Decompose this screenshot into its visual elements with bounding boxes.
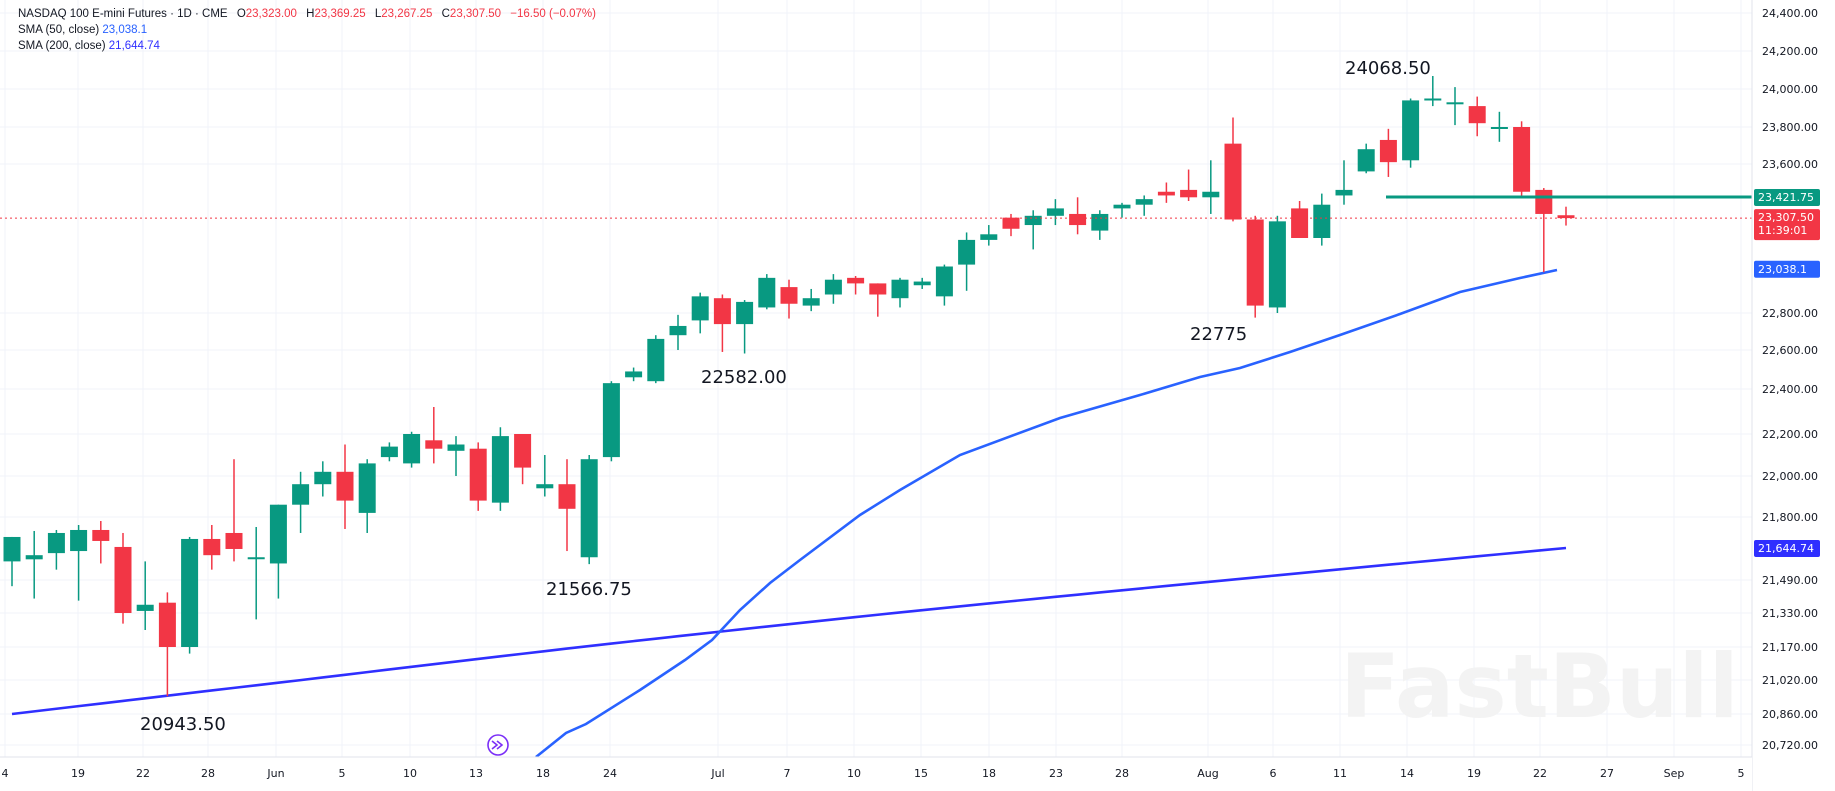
svg-text:4: 4 bbox=[2, 767, 9, 780]
grid-lines bbox=[0, 0, 1752, 757]
sma200-price-tag: 21,644.74 bbox=[1754, 540, 1820, 557]
annotation-high: 24068.50 bbox=[1345, 58, 1431, 79]
svg-text:5: 5 bbox=[339, 767, 346, 780]
svg-text:15: 15 bbox=[914, 767, 928, 780]
svg-text:19: 19 bbox=[71, 767, 85, 780]
sma50-legend[interactable]: SMA (50, close) 23,038.1 bbox=[18, 24, 148, 36]
svg-text:11: 11 bbox=[1333, 767, 1347, 780]
close-value: 23,307.50 bbox=[449, 8, 502, 20]
chart-legend: NASDAQ 100 E-mini Futures · 1D · CME O23… bbox=[18, 6, 596, 54]
svg-text:23: 23 bbox=[1049, 767, 1063, 780]
sma200-legend[interactable]: SMA (200, close) 21,644.74 bbox=[18, 40, 160, 52]
svg-text:Jun: Jun bbox=[266, 767, 284, 780]
low-value: 23,267.25 bbox=[381, 8, 433, 20]
svg-text:27: 27 bbox=[1600, 767, 1614, 780]
svg-text:22,200.00: 22,200.00 bbox=[1762, 428, 1818, 441]
svg-text:22,400.00: 22,400.00 bbox=[1762, 383, 1818, 396]
svg-text:21,330.00: 21,330.00 bbox=[1762, 607, 1818, 620]
fastbull-watermark: FastBull bbox=[1340, 635, 1739, 738]
svg-text:21,644.74: 21,644.74 bbox=[1758, 542, 1814, 555]
svg-text:18: 18 bbox=[536, 767, 550, 780]
symbol-row: NASDAQ 100 E-mini Futures · 1D · CME O23… bbox=[18, 8, 596, 20]
symbol-title[interactable]: NASDAQ 100 E-mini Futures · 1D · CME bbox=[18, 8, 228, 20]
change-value: −16.50 (−0.07%) bbox=[510, 8, 596, 20]
svg-text:23,038.1: 23,038.1 bbox=[1758, 263, 1807, 276]
svg-text:24,200.00: 24,200.00 bbox=[1762, 45, 1818, 58]
svg-text:21,800.00: 21,800.00 bbox=[1762, 511, 1818, 524]
svg-text:28: 28 bbox=[1115, 767, 1129, 780]
svg-text:10: 10 bbox=[403, 767, 417, 780]
svg-text:22,600.00: 22,600.00 bbox=[1762, 344, 1818, 357]
svg-text:22,000.00: 22,000.00 bbox=[1762, 470, 1818, 483]
annotation-low: 22775 bbox=[1190, 324, 1247, 345]
candlestick-series bbox=[3, 75, 1575, 697]
svg-text:19: 19 bbox=[1467, 767, 1481, 780]
svg-text:5: 5 bbox=[1738, 767, 1745, 780]
svg-text:24: 24 bbox=[603, 767, 617, 780]
svg-text:22,800.00: 22,800.00 bbox=[1762, 307, 1818, 320]
high-value: 23,369.25 bbox=[314, 8, 366, 20]
svg-text:23,600.00: 23,600.00 bbox=[1762, 158, 1818, 171]
svg-text:28: 28 bbox=[201, 767, 215, 780]
svg-text:6: 6 bbox=[1270, 767, 1277, 780]
svg-text:7: 7 bbox=[784, 767, 791, 780]
svg-text:24,400.00: 24,400.00 bbox=[1762, 7, 1818, 20]
resistance-price-tag: 23,421.75 bbox=[1754, 188, 1820, 206]
svg-text:Aug: Aug bbox=[1197, 767, 1218, 780]
sma50-value: 23,038.1 bbox=[102, 24, 148, 36]
price-axis-labels: 24,400.00 24,200.00 24,000.00 23,800.00 23,6… bbox=[1762, 7, 1818, 752]
svg-text:10: 10 bbox=[847, 767, 861, 780]
event-arrow-icon[interactable] bbox=[487, 734, 509, 756]
annotation-low: 21566.75 bbox=[546, 579, 632, 600]
annotation-low: 20943.50 bbox=[140, 714, 226, 735]
sma200-line bbox=[11, 546, 1567, 716]
svg-text:22: 22 bbox=[1533, 767, 1547, 780]
svg-text:20,860.00: 20,860.00 bbox=[1762, 708, 1818, 721]
svg-text:13: 13 bbox=[469, 767, 483, 780]
sma200-value: 21,644.74 bbox=[108, 40, 160, 52]
svg-text:Jul: Jul bbox=[710, 767, 724, 780]
svg-text:Sep: Sep bbox=[1664, 767, 1685, 780]
svg-text:18: 18 bbox=[982, 767, 996, 780]
sma50-line bbox=[535, 268, 1558, 759]
svg-text:14: 14 bbox=[1400, 767, 1414, 780]
svg-text:23,800.00: 23,800.00 bbox=[1762, 121, 1818, 134]
svg-text:20,720.00: 20,720.00 bbox=[1762, 739, 1818, 752]
svg-text:11:39:01: 11:39:01 bbox=[1758, 224, 1807, 237]
price-axis[interactable] bbox=[1752, 0, 1835, 791]
svg-text:22: 22 bbox=[136, 767, 150, 780]
svg-text:23,421.75: 23,421.75 bbox=[1758, 191, 1814, 204]
time-axis[interactable] bbox=[0, 757, 1752, 791]
svg-text:21,170.00: 21,170.00 bbox=[1762, 641, 1818, 654]
svg-text:21,490.00: 21,490.00 bbox=[1762, 574, 1818, 587]
time-axis-labels: 4 19 22 28 Jun 5 10 13 18 24 Jul 7 10 15 18 23 28 Aug 6 11 1… bbox=[2, 767, 1745, 780]
price-annotations: 20943.50 21566.75 22582.00 22775 24068.50 bbox=[140, 58, 1431, 735]
svg-text:23,307.50: 23,307.50 bbox=[1758, 211, 1814, 224]
svg-text:21,020.00: 21,020.00 bbox=[1762, 674, 1818, 687]
svg-text:24,000.00: 24,000.00 bbox=[1762, 83, 1818, 96]
annotation-low: 22582.00 bbox=[701, 367, 787, 388]
sma50-price-tag: 23,038.1 bbox=[1754, 260, 1820, 278]
open-value: 23,323.00 bbox=[245, 8, 297, 20]
horizontal-lines bbox=[0, 195, 1752, 219]
